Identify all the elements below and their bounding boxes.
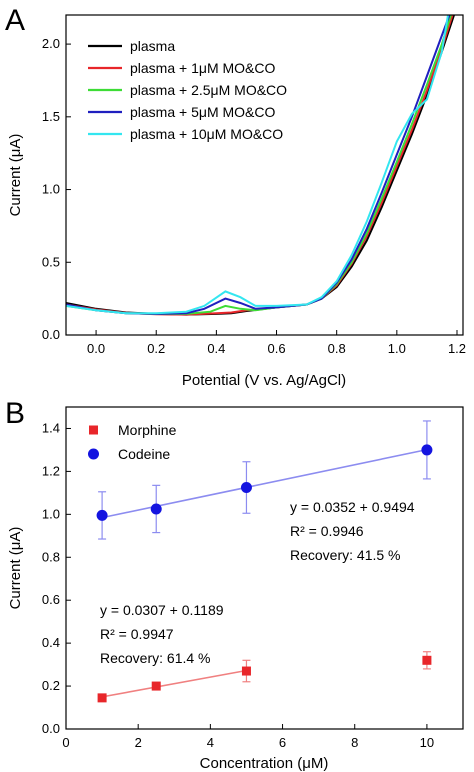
- series-line-plasma-10-m-mo-co: [66, 15, 449, 315]
- data-point-codeine: [150, 503, 162, 515]
- panel-b-annotations: y = 0.0352 + 0.9494 R² = 0.9946 Recovery…: [100, 499, 415, 666]
- panel-b-y-tick-label: 1.0: [42, 506, 60, 521]
- data-point-morphine: [241, 666, 251, 676]
- panel-b-ticks: 0 2 4 6 8 10 0.0 0.2 0.4 0.6 0.8 1.0 1.2 1.4: [42, 420, 434, 750]
- panel-a-letter: A: [5, 4, 25, 37]
- panel-b: B 0 2 4 6 8 10 0.0 0.2 0.4 0.6 0.8 1.0 1.2 1.4 Morphi…: [5, 397, 464, 772]
- morphine-recovery: Recovery: 61.4 %: [100, 650, 211, 666]
- panel-a: A 0.0 0.2 0.4 0.6 0.8 1.0 1.2 0.0 0.5 1.0 1.5 2.0 p…: [5, 4, 466, 389]
- panel-a-y-tick-label: 2.0: [42, 36, 60, 51]
- panel-b-x-tick-label: 0: [62, 735, 69, 750]
- panel-a-x-tick-label: 0.2: [147, 341, 165, 356]
- legend-label-plasma-2-5-m-mo-co: plasma + 2.5μM MO&CO: [130, 82, 287, 98]
- panel-a-x-tick-label: 1.0: [388, 341, 406, 356]
- panel-b-points: [96, 420, 433, 703]
- data-point-morphine: [422, 655, 432, 665]
- data-point-codeine: [421, 444, 433, 456]
- data-point-codeine: [240, 482, 252, 493]
- panel-b-x-axis-title: Concentration (μM): [200, 755, 329, 772]
- legend-label-plasma-10-m-mo-co: plasma + 10μM MO&CO: [130, 126, 283, 142]
- legend-label-plasma: plasma: [130, 38, 175, 54]
- panel-a-y-tick-label: 0.0: [42, 327, 60, 342]
- panel-a-y-axis-title: Current (μA): [7, 134, 24, 217]
- panel-b-y-tick-label: 0.0: [42, 721, 60, 736]
- data-point-codeine: [96, 509, 108, 521]
- panel-b-y-tick-label: 0.8: [42, 549, 60, 564]
- panel-a-x-tick-label: 0.8: [328, 341, 346, 356]
- fit-line-morphine: [101, 669, 247, 698]
- panel-a-x-tick-label: 0.6: [267, 341, 285, 356]
- legend-label-codeine: Codeine: [118, 446, 170, 462]
- panel-b-y-tick-label: 1.2: [42, 463, 60, 478]
- panel-a-series-group: [66, 15, 455, 316]
- panel-b-letter: B: [5, 397, 25, 430]
- legend-label-plasma-5-m-mo-co: plasma + 5μM MO&CO: [130, 104, 275, 120]
- legend-label-morphine: Morphine: [118, 422, 177, 438]
- legend-marker-morphine: [89, 425, 98, 435]
- panel-a-x-tick-label: 0.4: [207, 341, 225, 356]
- panel-a-x-tick-label: 1.2: [448, 341, 466, 356]
- panel-a-plot-frame: [65, 14, 464, 336]
- panel-b-y-tick-label: 0.6: [42, 592, 60, 607]
- panel-b-plot-frame: [65, 406, 464, 730]
- morphine-fit-r-squared: R² = 0.9947: [100, 626, 174, 642]
- panel-a-y-tick-label: 0.5: [42, 254, 60, 269]
- panel-b-y-tick-label: 1.4: [42, 420, 60, 435]
- morphine-fit-equation: y = 0.0307 + 0.1189: [100, 602, 224, 618]
- panel-b-x-tick-label: 6: [279, 735, 286, 750]
- codeine-fit-r-squared: R² = 0.9946: [290, 523, 364, 539]
- panel-b-x-tick-label: 10: [420, 735, 434, 750]
- data-point-morphine: [97, 693, 107, 703]
- panel-b-legend: Morphine Codeine: [88, 422, 177, 462]
- panel-a-x-axis-title: Potential (V vs. Ag/AgCl): [182, 372, 346, 389]
- panel-b-x-tick-label: 8: [351, 735, 358, 750]
- panel-b-y-tick-label: 0.2: [42, 678, 60, 693]
- legend-label-plasma-1-m-mo-co: plasma + 1μM MO&CO: [130, 60, 275, 76]
- codeine-recovery: Recovery: 41.5 %: [290, 547, 401, 563]
- panel-b-x-tick-label: 4: [207, 735, 214, 750]
- panel-a-legend: plasma plasma + 1μM MO&CO plasma + 2.5μM M…: [88, 38, 287, 142]
- panel-b-y-axis-title: Current (μA): [7, 527, 24, 610]
- panel-a-ticks: 0.0 0.2 0.4 0.6 0.8 1.0 1.2 0.0 0.5 1.0 1.5 2.0: [42, 36, 466, 356]
- panel-a-y-tick-label: 1.0: [42, 182, 60, 197]
- panel-b-y-tick-label: 0.4: [42, 635, 60, 650]
- legend-marker-codeine: [88, 448, 99, 460]
- codeine-fit-equation: y = 0.0352 + 0.9494: [290, 499, 415, 515]
- panel-a-x-tick-label: 0.0: [87, 341, 105, 356]
- data-point-morphine: [151, 681, 161, 691]
- panel-a-y-tick-label: 1.5: [42, 109, 60, 124]
- panel-b-x-tick-label: 2: [135, 735, 142, 750]
